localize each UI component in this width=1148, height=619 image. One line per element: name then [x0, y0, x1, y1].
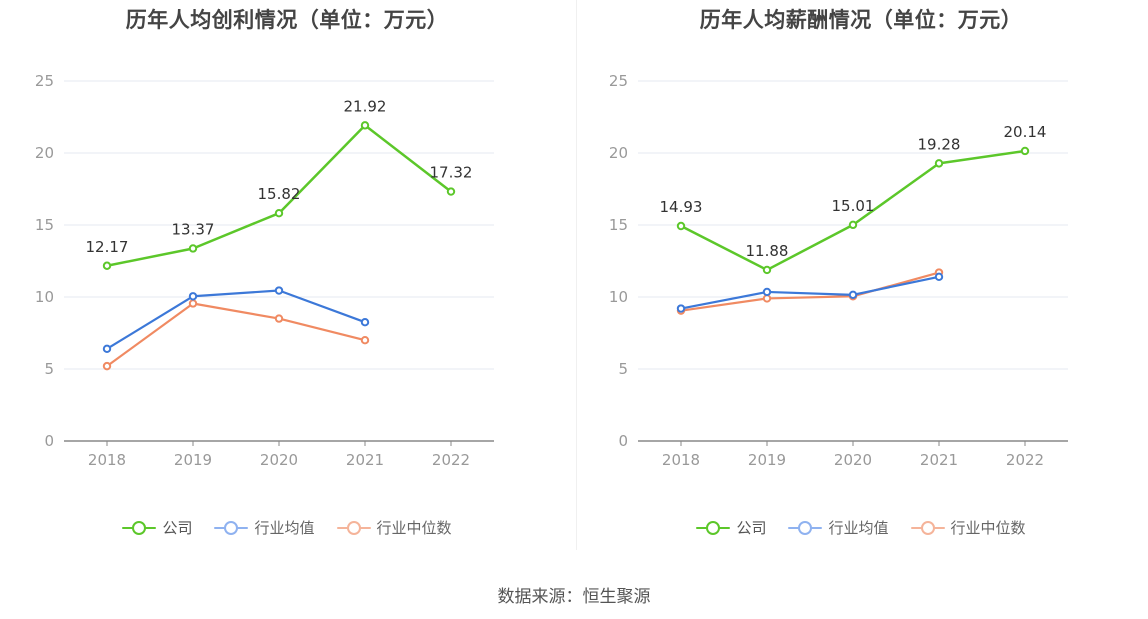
legend-item-industry-median[interactable]: 行业中位数	[336, 517, 452, 538]
x-tick-label: 2019	[174, 451, 212, 469]
data-point	[934, 159, 944, 168]
data-point	[274, 314, 284, 323]
legend-swatch-median	[336, 520, 371, 535]
data-label: 14.93	[660, 198, 703, 216]
y-tick-label: 15	[35, 216, 54, 234]
legend-item-industry-average[interactable]: 行业均值	[214, 517, 315, 538]
y-tick-label: 10	[609, 288, 628, 306]
legend: 公司 行业均值 行业中位数	[574, 517, 1148, 538]
legend-item-company[interactable]: 公司	[122, 517, 192, 538]
x-tick-label: 2022	[1006, 451, 1044, 469]
data-point	[848, 290, 858, 300]
data-label: 21.92	[344, 97, 387, 115]
data-point	[762, 287, 772, 297]
y-tick-label: 20	[35, 144, 54, 162]
data-point	[446, 187, 456, 196]
legend-swatch-company	[122, 520, 157, 535]
data-label: 15.01	[832, 197, 875, 215]
x-tick-label: 2022	[432, 451, 470, 469]
y-tick-label: 15	[609, 216, 628, 234]
data-point	[848, 220, 858, 230]
legend-swatch-average	[214, 520, 249, 535]
series-line-industry-median	[106, 302, 366, 368]
legend-swatch-company	[696, 520, 731, 535]
data-point	[360, 121, 370, 130]
series-line-industry-average	[106, 289, 366, 350]
y-tick-label: 5	[44, 360, 54, 378]
x-tick-label: 2018	[662, 451, 700, 469]
legend-label: 行业中位数	[376, 519, 452, 537]
legend-swatch-median	[910, 520, 945, 535]
legend-label: 行业中位数	[950, 519, 1026, 537]
data-point	[274, 208, 284, 218]
data-point	[934, 272, 944, 282]
data-point	[676, 221, 686, 231]
y-tick-label: 0	[44, 432, 54, 450]
data-label: 19.28	[918, 135, 961, 153]
x-tick-label: 2020	[834, 451, 872, 469]
x-tick-label: 2019	[748, 451, 786, 469]
x-tick-label: 2021	[920, 451, 958, 469]
data-label: 11.88	[746, 242, 789, 260]
data-label: 13.37	[172, 220, 215, 238]
legend: 公司 行业均值 行业中位数	[0, 517, 574, 538]
x-tick-label: 2018	[88, 451, 126, 469]
series-line-industry-average	[680, 275, 940, 310]
panel-divider	[576, 0, 577, 550]
legend-label: 行业均值	[828, 519, 889, 537]
y-tick-label: 25	[609, 72, 628, 90]
data-source-note: 数据来源：恒生聚源	[497, 587, 651, 607]
data-point	[676, 304, 686, 313]
y-tick-label: 0	[618, 432, 628, 450]
data-point	[1020, 146, 1030, 156]
y-tick-label: 25	[35, 72, 54, 90]
data-point	[188, 244, 198, 253]
data-point	[102, 344, 112, 354]
data-point	[188, 292, 198, 301]
legend-item-industry-average[interactable]: 行业均值	[788, 517, 889, 538]
data-label: 20.14	[1004, 123, 1047, 141]
data-point	[102, 361, 112, 371]
chart-title: 历年人均薪酬情况（单位：万元）	[699, 8, 1023, 32]
data-point	[762, 294, 772, 303]
y-tick-label: 10	[35, 288, 54, 306]
line-chart-salary: 0 5 10 15 20 25 2018 2019 2020 2021 2022 14.93 11.88…	[609, 72, 1068, 469]
legend-item-industry-median[interactable]: 行业中位数	[910, 517, 1026, 538]
data-point	[360, 336, 370, 345]
legend-label: 公司	[736, 519, 767, 537]
chart-panel-salary: 历年人均薪酬情况（单位：万元） 0 5 10 15 20 25 2018 2019 2020 20…	[574, 0, 1148, 560]
legend-label: 公司	[162, 519, 193, 537]
x-tick-label: 2021	[346, 451, 384, 469]
data-point	[102, 261, 112, 270]
data-point	[274, 286, 284, 295]
data-point	[762, 265, 772, 275]
data-label: 12.17	[86, 238, 129, 256]
chart-title: 历年人均创利情况（单位：万元）	[125, 8, 449, 32]
data-point	[188, 299, 198, 308]
line-chart-profit: 0 5 10 15 20 25 2018 2019 2020 2021 2022 12.17 13.37…	[35, 72, 494, 469]
legend-swatch-average	[788, 520, 823, 535]
chart-panel-profit: 历年人均创利情况（单位：万元） 0 5 10 15 20 25 2018 2019 2020 20…	[0, 0, 574, 560]
legend-label: 行业均值	[254, 519, 315, 537]
data-label: 17.32	[430, 164, 473, 182]
x-tick-label: 2020	[260, 451, 298, 469]
legend-item-company[interactable]: 公司	[696, 517, 766, 538]
y-tick-label: 5	[618, 360, 628, 378]
data-label: 15.82	[258, 185, 301, 203]
y-tick-label: 20	[609, 144, 628, 162]
data-point	[360, 318, 370, 327]
series-line-industry-median	[680, 271, 940, 312]
